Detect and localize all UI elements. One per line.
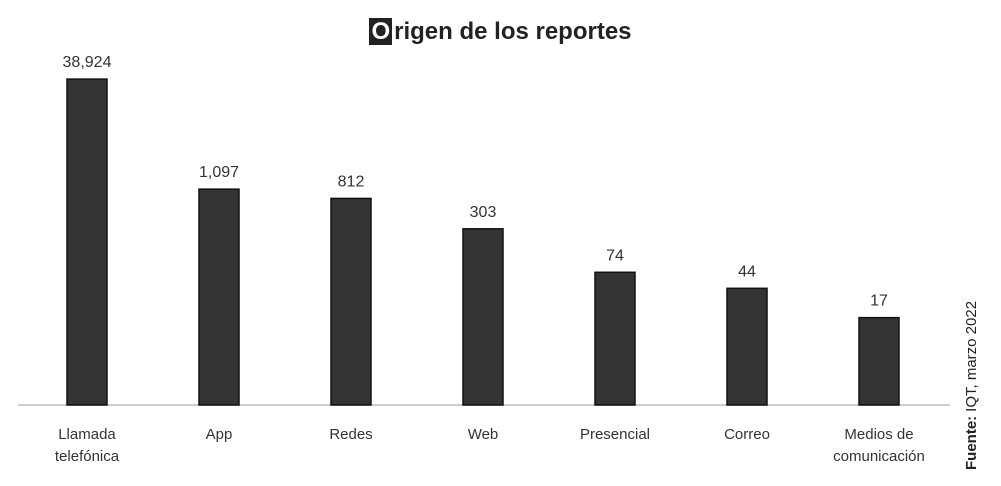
x-tick-label: Llamada telefónica: [54, 426, 120, 465]
bar: [726, 287, 768, 406]
source-text: IQT, marzo 2022: [963, 300, 980, 412]
value-label: 17: [870, 293, 888, 310]
x-tick-label: Presencial: [579, 426, 651, 443]
bar: [858, 316, 900, 406]
x-tick-label: Redes: [329, 426, 373, 443]
value-label: 303: [470, 204, 497, 221]
value-label: 74: [606, 247, 624, 264]
x-tick-label: Medios de comunicación: [833, 426, 925, 465]
bar: [462, 228, 504, 406]
x-tick-label: App: [205, 426, 233, 443]
bar: [330, 197, 372, 406]
bar: [66, 78, 108, 406]
x-tick-label: Correo: [724, 426, 770, 443]
source: Fuente: IQT, marzo 2022: [963, 301, 980, 470]
chart-title: Origen de los reportes: [371, 18, 632, 45]
value-label: 44: [738, 263, 756, 280]
value-label: 812: [338, 173, 365, 190]
x-tick-label: Web: [467, 426, 499, 443]
bar: [198, 188, 240, 406]
source-label: Fuente:: [963, 415, 980, 470]
chart-title-box: Origen de los reportes: [0, 18, 1001, 46]
bar: [594, 271, 636, 406]
value-label: 38,924: [63, 54, 112, 71]
value-label: 1,097: [199, 164, 239, 181]
